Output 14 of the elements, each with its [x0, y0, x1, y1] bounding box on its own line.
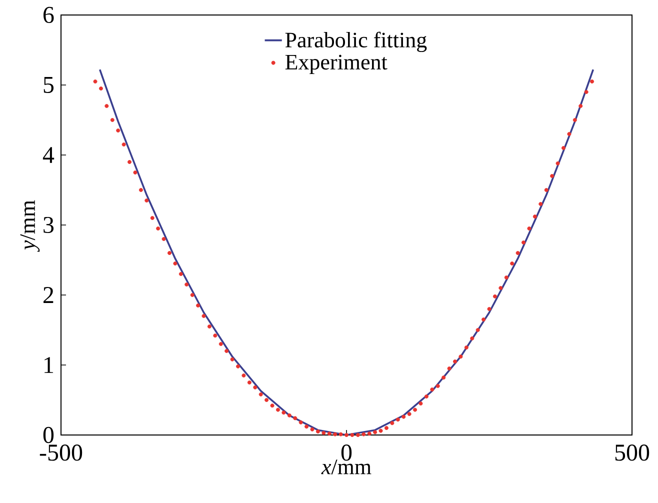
- legend-label: Parabolic fitting: [285, 32, 427, 52]
- y-tick-label: 4: [42, 147, 54, 163]
- y-axis-title: y/mm: [20, 200, 40, 252]
- x-tick-label: 500: [615, 444, 650, 461]
- x-tick-label: -500: [40, 444, 82, 461]
- y-tick-label: 0: [43, 426, 54, 444]
- y-tick-label: 5: [44, 77, 54, 93]
- y-tick-label: 2: [44, 287, 54, 303]
- legend-label: Experiment: [285, 54, 388, 74]
- y-tick-label: 3: [44, 216, 54, 234]
- x-tick-label: 0: [341, 444, 352, 461]
- y-tick-label: 1: [44, 357, 54, 373]
- x-axis-title: x/mm: [321, 460, 372, 474]
- y-tick-label: 6: [44, 6, 54, 24]
